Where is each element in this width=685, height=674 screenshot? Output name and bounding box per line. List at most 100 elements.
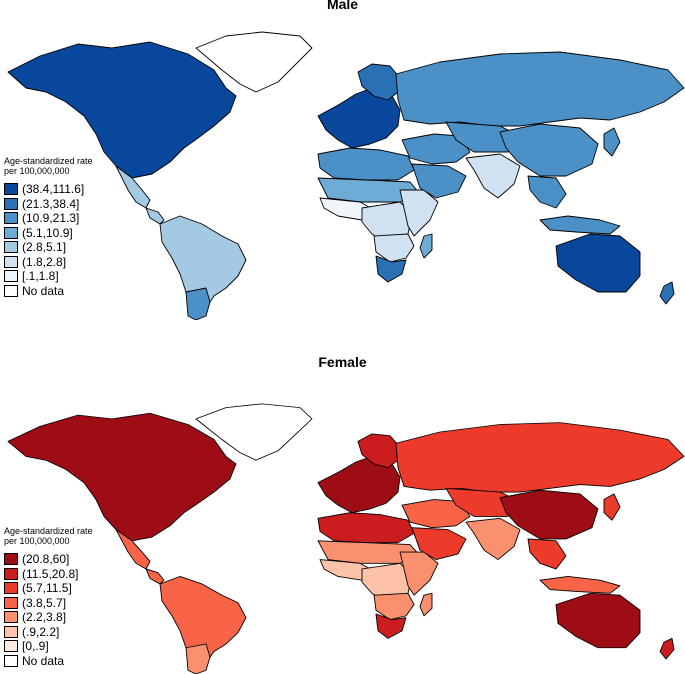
region-new-zealand	[659, 637, 675, 660]
region-central-asia	[445, 487, 521, 517]
legend-item: (38.4,111.6]	[4, 182, 144, 197]
legend-item: (20.8,60]	[4, 552, 144, 567]
male-world-map	[7, 31, 685, 320]
region-southern-africa	[373, 233, 415, 263]
region-argentina-chile	[185, 287, 211, 320]
female-map-title: Female	[318, 354, 367, 370]
legend-item: (2.2,3.8]	[4, 610, 144, 625]
legend-item: (2.8,5.1]	[4, 240, 144, 255]
legend-swatch	[4, 212, 18, 225]
male-legend-items: (38.4,111.6] (21.3,38.4] (10.9,21.3] (5.1,1…	[4, 182, 144, 298]
legend-item: (5.7,11.5]	[4, 581, 144, 596]
region-north-america	[7, 412, 237, 542]
legend-item: (1.8,2.8]	[4, 255, 144, 270]
male-legend: Age-standardized rate per 100,000,000 (3…	[4, 156, 144, 298]
region-russia	[395, 422, 685, 493]
legend-item: [.1,1.8]	[4, 269, 144, 284]
region-north-america	[7, 41, 237, 179]
female-map-panel: Female Age-standardized rate per 100,000…	[0, 340, 685, 674]
legend-swatch	[4, 255, 18, 268]
region-central-america	[145, 207, 165, 225]
region-mexico	[115, 165, 151, 209]
region-argentina-chile	[185, 643, 211, 674]
region-madagascar	[419, 592, 433, 617]
female-legend-title-line2: per 100,000,000	[4, 536, 70, 546]
legend-label: (20.8,60]	[22, 552, 70, 567]
region-greenland	[195, 31, 313, 93]
region-china	[499, 489, 599, 540]
female-world-map	[7, 403, 685, 674]
legend-swatch	[4, 596, 18, 609]
legend-label: (11.5,20.8]	[22, 566, 79, 581]
region-china	[499, 123, 599, 177]
female-legend-items: (20.8,60] (11.5,20.8] (5.7,11.5] (3.8,5.7](…	[4, 552, 144, 668]
legend-item: (5.1,10.9]	[4, 226, 144, 241]
region-japan	[603, 127, 621, 157]
legend-swatch	[4, 582, 18, 595]
legend-label: (2.2,3.8]	[22, 610, 67, 625]
male-legend-title: Age-standardized rate per 100,000,000	[4, 156, 144, 176]
legend-swatch	[4, 625, 18, 638]
legend-label: No data	[22, 653, 65, 668]
region-new-zealand	[659, 281, 675, 305]
legend-label: (5.1,10.9]	[22, 225, 73, 240]
region-central-asia	[445, 121, 521, 153]
legend-swatch	[4, 270, 18, 283]
male-map-panel: Male Age-standardized rate per 100,000,0…	[0, 0, 685, 330]
legend-swatch	[4, 197, 18, 210]
region-arabia	[411, 163, 467, 199]
region-mexico	[115, 529, 151, 570]
region-greenland	[195, 403, 313, 461]
male-legend-title-line1: Age-standardized rate	[4, 156, 93, 166]
legend-item: (11.5,20.8]	[4, 567, 144, 582]
region-south-america	[159, 215, 247, 317]
legend-swatch	[4, 183, 18, 196]
region-southeast-asia	[527, 538, 567, 570]
region-south-africa	[375, 255, 407, 283]
legend-label: (21.3,38.4]	[22, 196, 80, 211]
legend-item: No data	[4, 284, 144, 299]
male-legend-title-line2: per 100,000,000	[4, 166, 70, 176]
legend-item: (3.8,5.7]	[4, 596, 144, 611]
region-australia	[555, 233, 641, 293]
female-legend: Age-standardized rate per 100,000,000 (2…	[4, 526, 144, 668]
region-south-america	[159, 576, 247, 671]
region-madagascar	[419, 233, 433, 259]
region-central-america	[145, 568, 165, 585]
legend-swatch	[4, 284, 18, 297]
region-middle-east	[401, 133, 471, 165]
region-india	[465, 153, 521, 199]
legend-label: (.9,2.2]	[22, 624, 60, 639]
female-legend-title: Age-standardized rate per 100,000,000	[4, 526, 144, 546]
legend-label: (38.4,111.6]	[22, 182, 85, 197]
legend-swatch	[4, 611, 18, 624]
legend-swatch	[4, 640, 18, 653]
legend-label: (5.7,11.5]	[22, 581, 72, 596]
legend-item: [0,.9]	[4, 639, 144, 654]
region-indonesia	[539, 215, 621, 235]
legend-label: [0,.9]	[22, 639, 49, 654]
legend-item: (.9,2.2]	[4, 625, 144, 640]
region-russia	[395, 51, 685, 127]
legend-label: (10.9,21.3]	[22, 211, 80, 226]
region-europe-west	[317, 455, 401, 514]
legend-item: No data	[4, 654, 144, 669]
legend-swatch	[4, 567, 18, 580]
region-north-africa	[317, 147, 415, 181]
region-indonesia	[539, 576, 621, 594]
region-middle-east	[401, 499, 471, 529]
legend-label: (2.8,5.1]	[22, 240, 67, 255]
region-india	[465, 517, 521, 560]
female-legend-title-line1: Age-standardized rate	[4, 526, 93, 536]
legend-item: (21.3,38.4]	[4, 197, 144, 212]
legend-label: (3.8,5.7]	[22, 595, 67, 610]
region-japan	[603, 493, 621, 521]
region-north-africa	[317, 512, 415, 544]
male-map-title: Male	[326, 0, 359, 12]
legend-swatch	[4, 226, 18, 239]
legend-label: [.1,1.8]	[22, 269, 59, 284]
legend-item: (10.9,21.3]	[4, 211, 144, 226]
region-europe-west	[317, 87, 401, 149]
legend-swatch	[4, 241, 18, 254]
legend-label: (1.8,2.8]	[22, 254, 67, 269]
